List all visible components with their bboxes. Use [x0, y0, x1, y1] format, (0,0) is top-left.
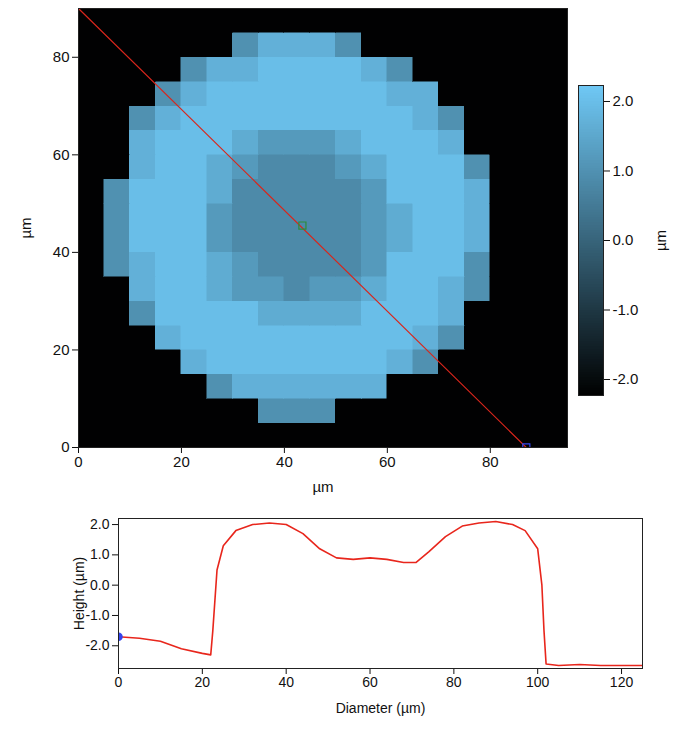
svg-text:120: 120: [610, 674, 634, 690]
svg-text:Diameter (µm): Diameter (µm): [336, 700, 426, 716]
svg-text:80: 80: [482, 453, 499, 470]
svg-text:40: 40: [53, 243, 70, 260]
svg-text:40: 40: [278, 674, 294, 690]
svg-text:-1.0: -1.0: [613, 301, 639, 318]
svg-text:0: 0: [115, 674, 123, 690]
svg-text:0: 0: [61, 438, 69, 455]
svg-text:40: 40: [276, 453, 293, 470]
svg-text:20: 20: [53, 341, 70, 358]
svg-text:60: 60: [379, 453, 396, 470]
svg-text:100: 100: [526, 674, 550, 690]
svg-text:µm: µm: [652, 230, 669, 251]
svg-text:80: 80: [446, 674, 462, 690]
svg-text:Height (µm): Height (µm): [71, 557, 87, 630]
svg-text:-1.0: -1.0: [85, 607, 109, 623]
svg-text:80: 80: [53, 48, 70, 65]
svg-text:20: 20: [195, 674, 211, 690]
svg-text:1.0: 1.0: [90, 546, 110, 562]
svg-text:60: 60: [53, 146, 70, 163]
svg-text:2.0: 2.0: [90, 516, 110, 532]
svg-text:1.0: 1.0: [613, 162, 634, 179]
svg-text:2.0: 2.0: [613, 92, 634, 109]
svg-text:µm: µm: [312, 478, 333, 495]
svg-text:0.0: 0.0: [613, 231, 634, 248]
svg-text:-2.0: -2.0: [85, 637, 109, 653]
svg-text:20: 20: [173, 453, 190, 470]
svg-text:-2.0: -2.0: [613, 370, 639, 387]
svg-text:60: 60: [362, 674, 378, 690]
svg-text:µm: µm: [17, 217, 34, 238]
svg-text:0.0: 0.0: [90, 577, 110, 593]
svg-text:0: 0: [74, 453, 82, 470]
